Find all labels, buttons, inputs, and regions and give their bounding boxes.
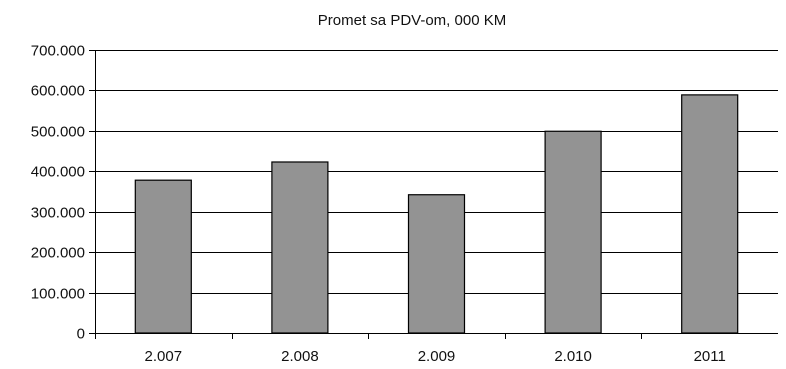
bar bbox=[544, 130, 602, 334]
y-tick-labels: 0 100.000 200.000 300.000 400.000 500.000 600.… bbox=[31, 43, 85, 343]
x-tick-label: 2.007 bbox=[145, 348, 183, 365]
y-tick-label: 600.000 bbox=[31, 83, 85, 100]
y-tick-label: 100.000 bbox=[31, 286, 85, 303]
x-tick-label: 2011 bbox=[694, 348, 726, 365]
chart-title: Promet sa PDV-om, 000 KM bbox=[318, 12, 506, 29]
x-tick-label: 2.008 bbox=[281, 348, 319, 365]
x-tick-label: 2.010 bbox=[554, 348, 592, 365]
x-tick-label: 2.009 bbox=[418, 348, 456, 365]
y-tick-label: 200.000 bbox=[31, 245, 85, 262]
bars bbox=[134, 94, 739, 334]
bar bbox=[681, 94, 739, 334]
y-tick-label: 500.000 bbox=[31, 124, 85, 141]
bar bbox=[134, 179, 192, 334]
y-tick-label: 700.000 bbox=[31, 43, 85, 60]
y-tick-label: 300.000 bbox=[31, 205, 85, 222]
axes bbox=[89, 50, 778, 339]
y-tick-label: 0 bbox=[77, 326, 85, 343]
bar bbox=[407, 194, 466, 334]
bar bbox=[271, 161, 329, 334]
y-tick-label: 400.000 bbox=[31, 164, 85, 181]
x-tick-labels: 2.007 2.008 2.009 2.010 2011 bbox=[145, 348, 726, 365]
